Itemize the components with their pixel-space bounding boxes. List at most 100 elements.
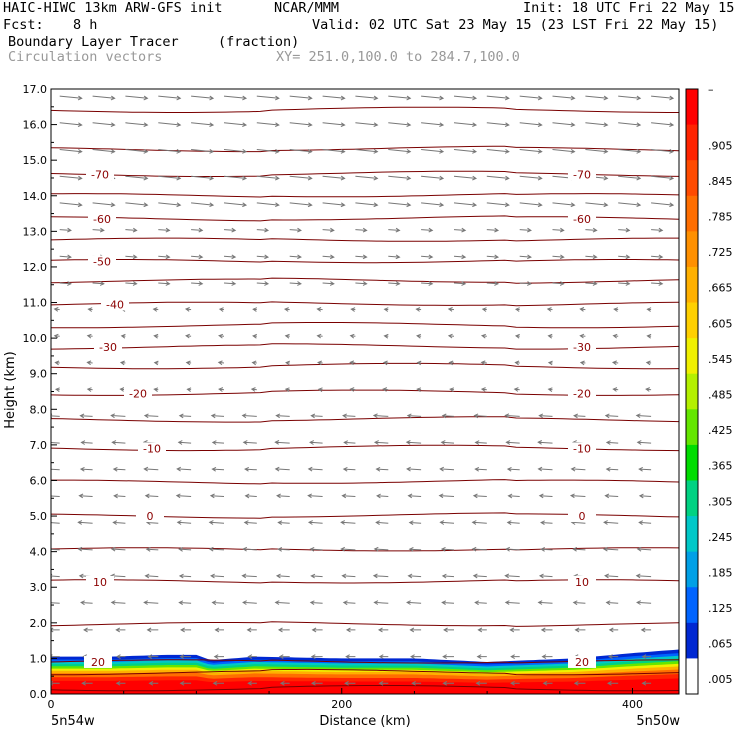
vector-arrow-291 xyxy=(256,281,270,286)
vector-arrow-284 xyxy=(646,307,652,312)
vector-arrow-293 xyxy=(322,281,335,286)
vector-arrow-402 xyxy=(158,122,182,128)
vector-arrow-222 xyxy=(480,387,487,392)
vector-arrow-12 xyxy=(442,680,454,686)
vector-arrow-191 xyxy=(79,413,93,419)
vector-arrow-342 xyxy=(59,202,83,208)
vector-arrow-129 xyxy=(540,520,553,526)
vector-arrow-70 xyxy=(474,600,487,606)
vector-arrow-401 xyxy=(125,122,149,128)
contour-line-7 xyxy=(51,259,679,264)
vector-arrow-278 xyxy=(447,307,455,312)
colorbar-label-6: .605 xyxy=(708,317,733,330)
vector-arrow-259 xyxy=(447,333,455,339)
vector-arrow-162 xyxy=(375,466,389,472)
vector-arrow-83 xyxy=(275,573,290,579)
vector-arrow-357 xyxy=(552,202,576,208)
y-tick-label-4: 4.0 xyxy=(30,546,48,559)
vector-arrow-49 xyxy=(409,627,422,633)
vector-arrow-430 xyxy=(453,95,478,101)
vector-arrow-257 xyxy=(383,333,389,339)
vector-arrow-158 xyxy=(244,466,257,472)
vector-arrow-414 xyxy=(552,122,576,128)
cross-section-endpoints: XY= 251.0,100.0 to 284.7,100.0 xyxy=(276,49,520,65)
vector-arrow-56 xyxy=(640,627,652,633)
vector-arrow-361 xyxy=(59,175,83,181)
vector-arrow-323 xyxy=(59,227,72,233)
vector-arrow-134 xyxy=(78,493,93,499)
vector-arrow-137 xyxy=(175,493,192,499)
vector-arrow-277 xyxy=(415,307,422,312)
vector-arrow-379 xyxy=(651,175,675,181)
vector-arrow-155 xyxy=(143,466,159,472)
contour-label-bg-right-5 xyxy=(568,341,596,354)
vector-arrow-383 xyxy=(158,148,182,154)
vector-arrow-208 xyxy=(635,413,652,419)
vector-arrow-6 xyxy=(247,680,257,686)
vector-arrow-395 xyxy=(552,148,576,154)
vector-arrow-45 xyxy=(277,627,290,633)
vector-arrow-264 xyxy=(612,333,619,339)
vector-arrow-404 xyxy=(223,122,248,128)
vector-arrow-26 xyxy=(278,654,290,660)
vector-arrow-210 xyxy=(86,387,93,392)
colorbar-swatch-15 xyxy=(686,622,698,659)
vector-arrow-154 xyxy=(112,466,126,472)
vector-arrow-44 xyxy=(246,627,257,633)
vector-arrow-237 xyxy=(349,360,356,366)
vector-arrow-7 xyxy=(279,680,290,686)
vector-arrow-413 xyxy=(519,122,543,128)
vector-arrow-355 xyxy=(486,202,510,208)
vector-arrow-416 xyxy=(618,122,642,128)
contour-label-bg-right-9 xyxy=(568,168,596,181)
colorbar-label-12: .245 xyxy=(708,531,733,544)
vector-arrow-71 xyxy=(504,600,520,605)
vector-arrow-171 xyxy=(51,441,60,444)
vector-arrow-24 xyxy=(213,654,224,660)
vector-arrow-304 xyxy=(59,254,72,260)
vector-arrow-113 xyxy=(636,546,652,552)
vector-arrow-358 xyxy=(585,202,609,208)
contour-labels: 20 20 10 10 0 0 -10 -10 -20 -20 -30 -30 -40 -50 -60 -60… xyxy=(84,168,596,669)
y-axis: 0.0 1.0 2.0 3.0 4.0 5.0 6.0 7.0 8.0 9.0 10.0 11.0 12… xyxy=(23,83,57,701)
y-tick-label-1: 1.0 xyxy=(30,652,48,665)
vector-arrow-353 xyxy=(421,202,445,208)
vector-arrow-64 xyxy=(274,600,290,605)
vector-arrow-381 xyxy=(92,148,116,154)
vector-arrow-82 xyxy=(241,573,257,579)
vector-arrow-140 xyxy=(276,493,290,499)
colorbar-label-4: .725 xyxy=(708,246,733,259)
vector-arrow-181 xyxy=(373,440,389,445)
vector-arrow-34 xyxy=(541,654,553,660)
colorbar-swatch-1 xyxy=(686,124,698,161)
vector-arrow-15 xyxy=(542,680,553,686)
x-tick-label-0: 0 xyxy=(48,698,55,711)
x-tick-label-2: 400 xyxy=(622,698,643,711)
vector-arrow-93 xyxy=(604,573,619,579)
y-tick-label-16: 16.0 xyxy=(23,119,48,132)
vector-arrow-127 xyxy=(471,520,487,525)
contour-label-right-3: -10 xyxy=(573,442,591,455)
vector-arrow-348 xyxy=(256,202,280,208)
vector-arrow-125 xyxy=(408,520,422,526)
vector-arrow-400 xyxy=(92,122,116,128)
vector-arrow-152 xyxy=(51,468,60,471)
vector-arrow-390 xyxy=(388,148,412,154)
vector-arrow-165 xyxy=(474,466,487,472)
vector-arrow-394 xyxy=(519,148,543,154)
vector-arrow-17 xyxy=(606,680,619,686)
vector-arrow-294 xyxy=(355,281,368,286)
vector-arrow-188 xyxy=(605,440,619,445)
vector-arrow-50 xyxy=(443,627,454,633)
vector-arrow-349 xyxy=(289,202,313,208)
vector-arrow-14 xyxy=(510,680,520,686)
vector-arrow-198 xyxy=(310,413,323,419)
colorbar-swatch-13 xyxy=(686,551,698,588)
vector-arrow-245 xyxy=(611,360,619,366)
colorbar-label-3: .785 xyxy=(708,211,733,224)
vector-arrow-90 xyxy=(504,573,520,579)
vector-arrow-3 xyxy=(148,680,159,686)
vector-arrow-39 xyxy=(83,627,93,633)
vector-arrow-275 xyxy=(350,307,356,312)
vector-arrow-204 xyxy=(504,413,520,419)
